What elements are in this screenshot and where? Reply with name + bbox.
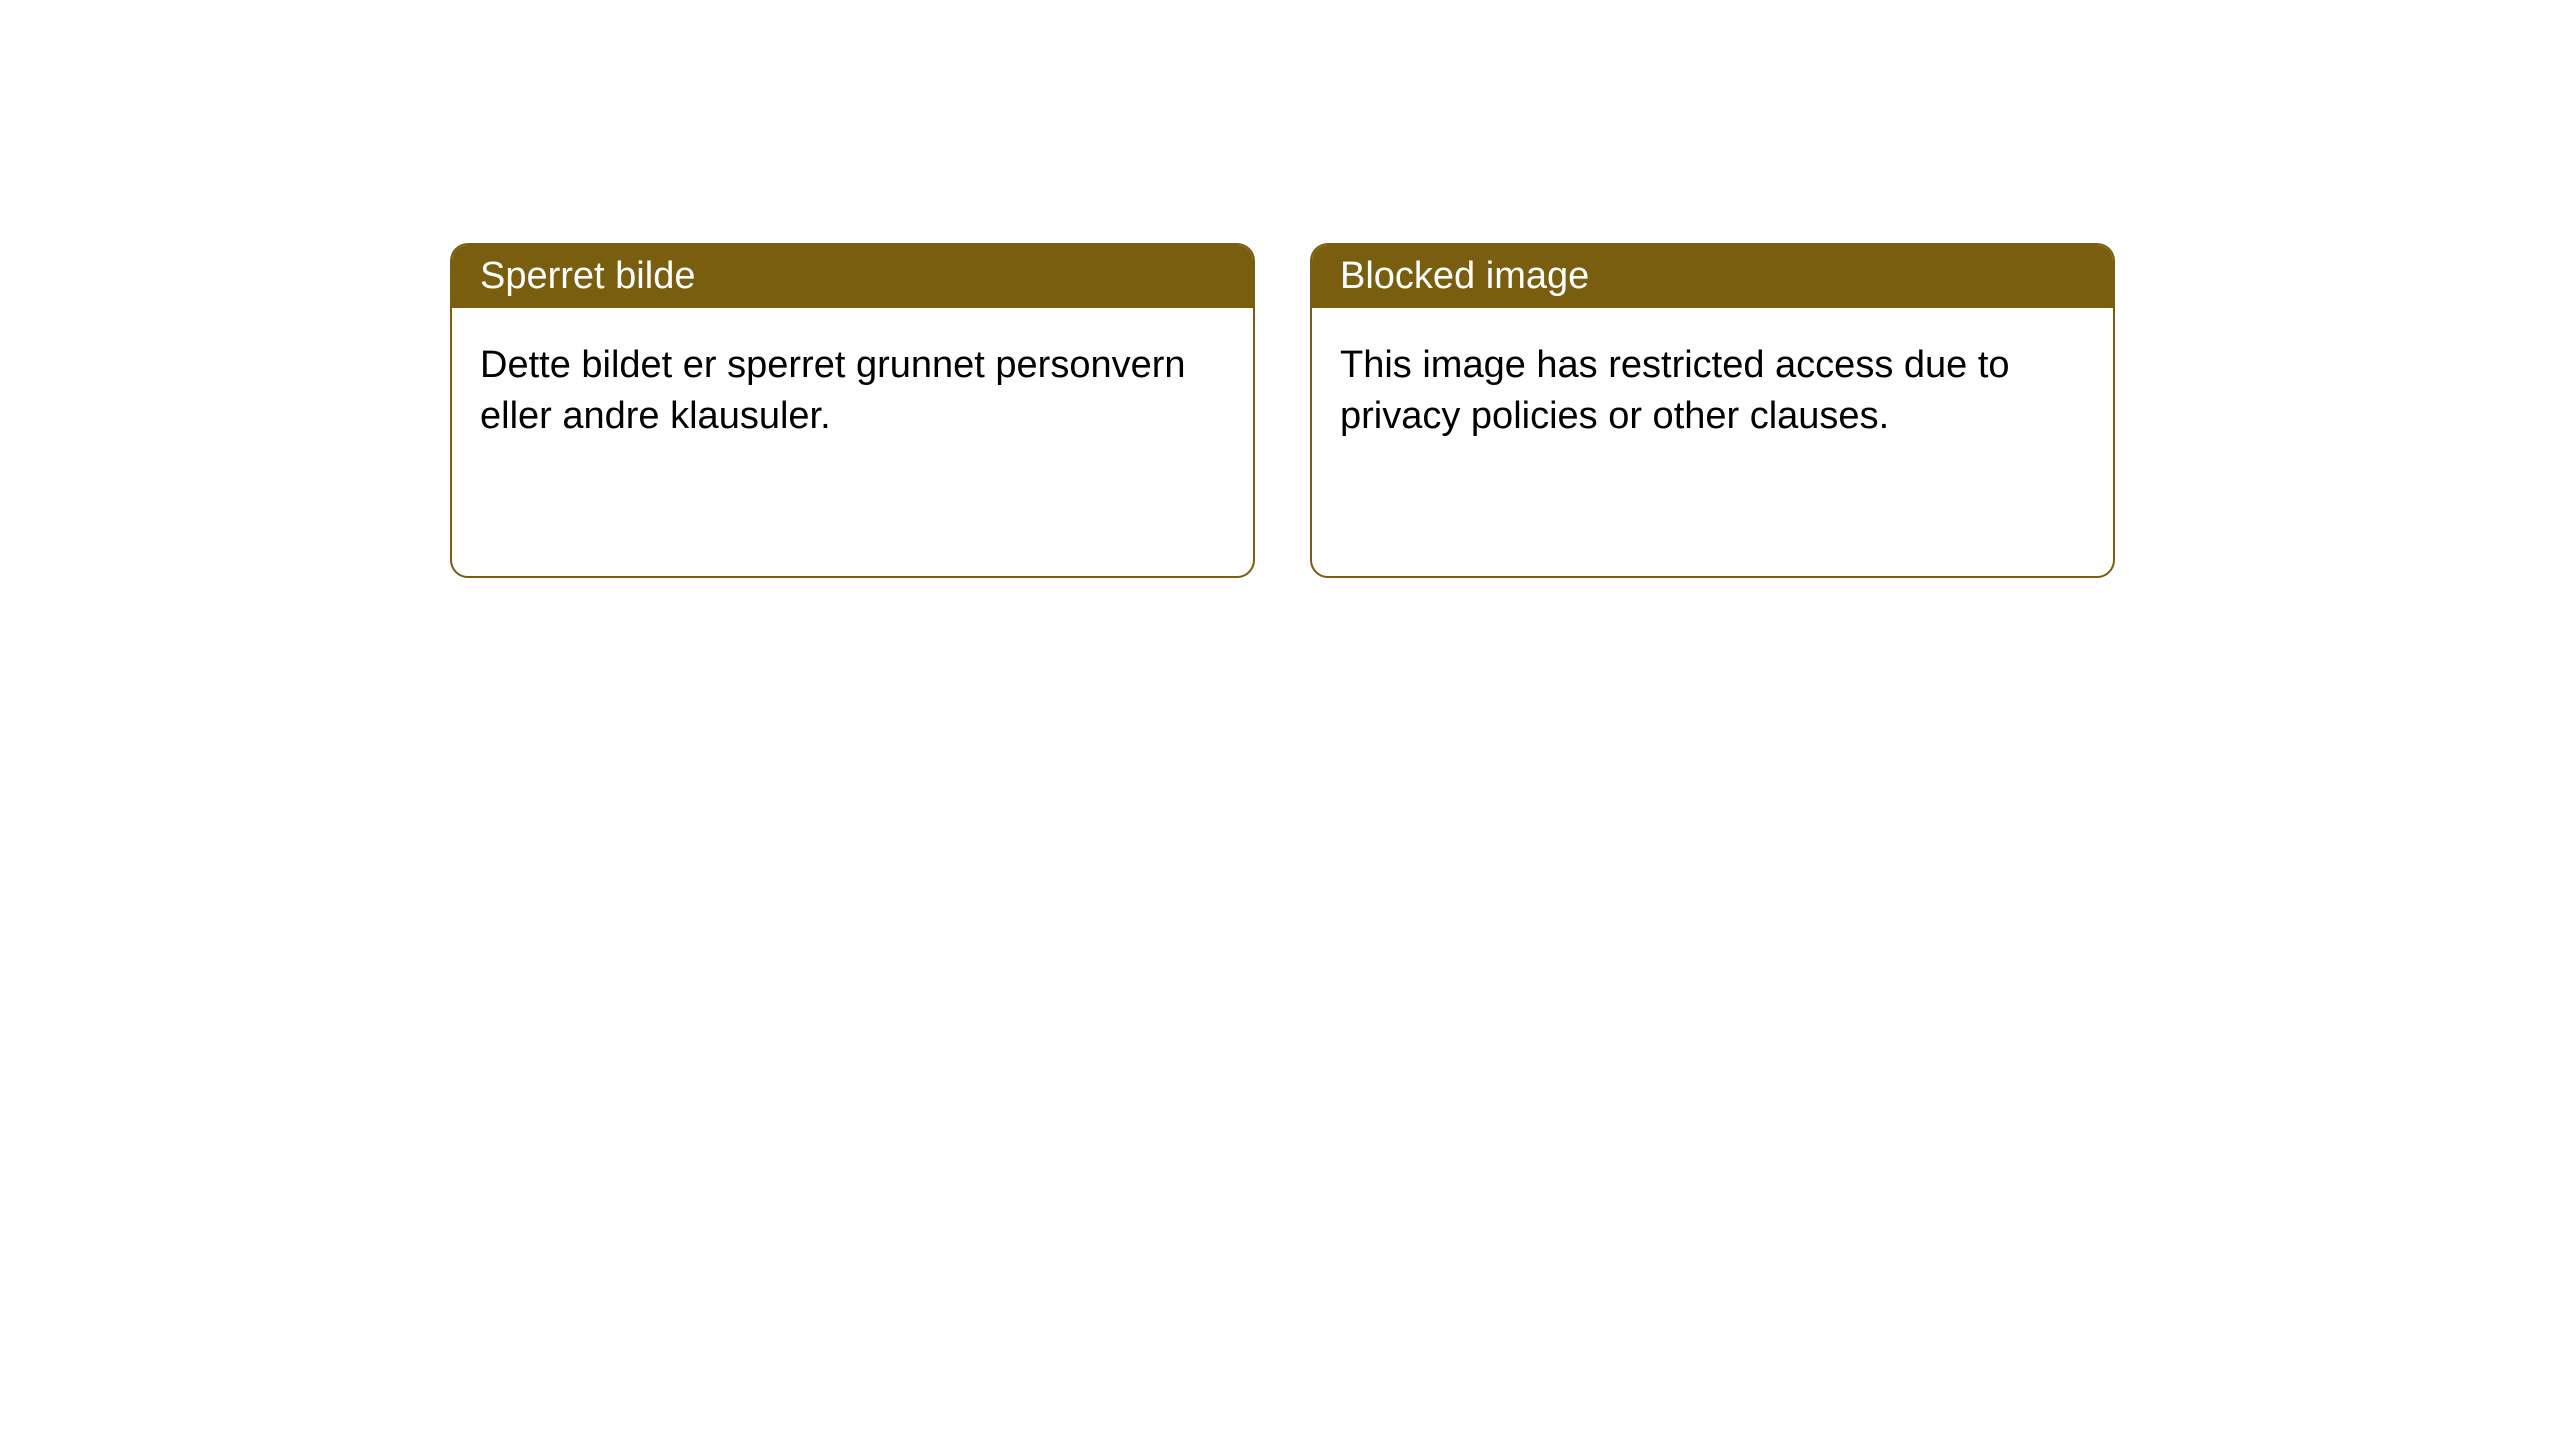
- card-message: Dette bildet er sperret grunnet personve…: [480, 344, 1186, 437]
- card-body: This image has restricted access due to …: [1312, 308, 2113, 475]
- card-header: Sperret bilde: [452, 245, 1253, 308]
- card-title: Blocked image: [1340, 255, 1589, 297]
- notice-container: Sperret bilde Dette bildet er sperret gr…: [450, 243, 2115, 578]
- blocked-image-card-english: Blocked image This image has restricted …: [1310, 243, 2115, 578]
- card-title: Sperret bilde: [480, 255, 695, 297]
- card-message: This image has restricted access due to …: [1340, 344, 2010, 437]
- card-body: Dette bildet er sperret grunnet personve…: [452, 308, 1253, 475]
- blocked-image-card-norwegian: Sperret bilde Dette bildet er sperret gr…: [450, 243, 1255, 578]
- card-header: Blocked image: [1312, 245, 2113, 308]
